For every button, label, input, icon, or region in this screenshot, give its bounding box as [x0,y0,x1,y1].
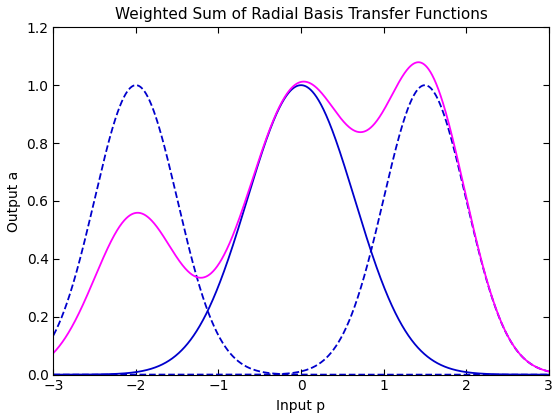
Title: Weighted Sum of Radial Basis Transfer Functions: Weighted Sum of Radial Basis Transfer Fu… [115,7,487,22]
X-axis label: Input p: Input p [277,399,325,413]
Y-axis label: Output a: Output a [7,171,21,231]
